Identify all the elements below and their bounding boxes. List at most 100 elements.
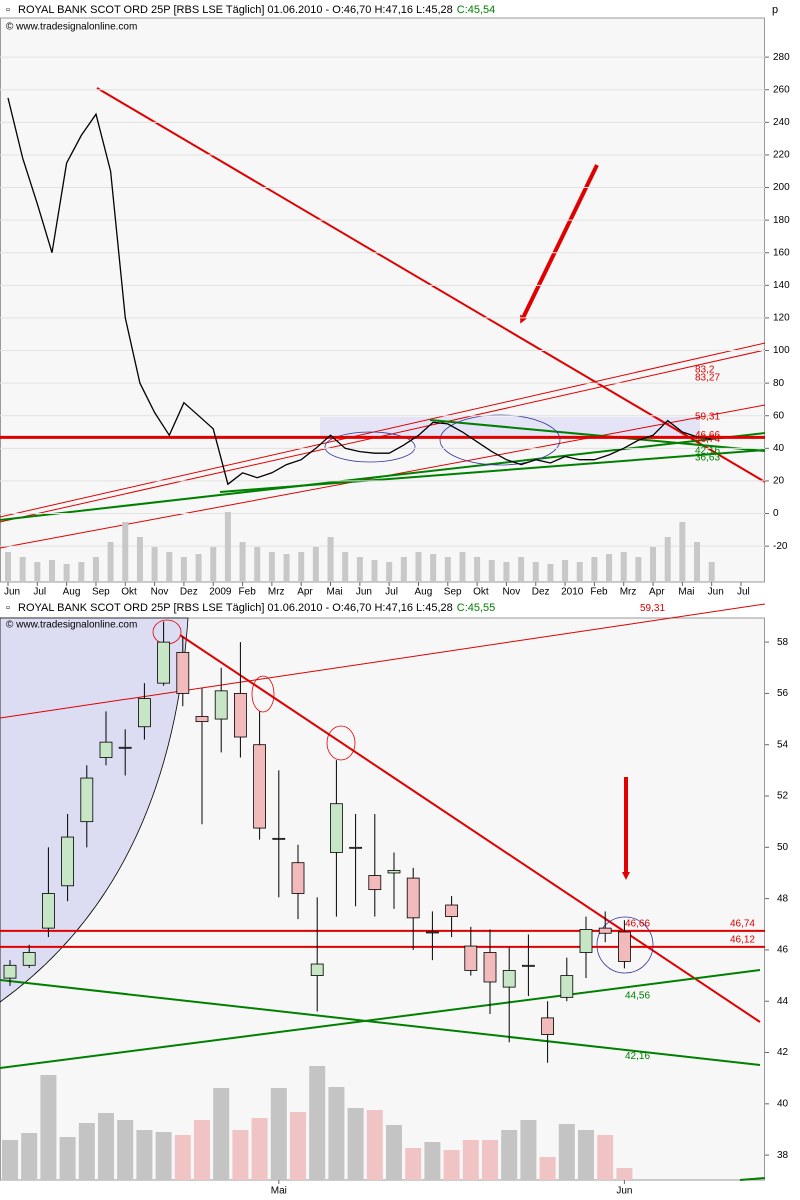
y-tick-label: 200	[773, 182, 790, 193]
x-tick-label: Jul	[385, 587, 398, 598]
source: © www.tradesignalonline.com	[6, 22, 137, 33]
candle-body	[291, 862, 305, 894]
y-tick-label: 100	[773, 345, 790, 356]
candle-body	[445, 904, 459, 917]
trendline	[219, 449, 766, 493]
ellipse	[251, 675, 275, 713]
x-tick-label: Aug	[414, 587, 432, 598]
volume-bar	[386, 1125, 402, 1180]
close-label: C:45,54	[457, 4, 496, 16]
chart-title: ROYAL BANK SCOT ORD 25P [RBS LSE Täglich…	[18, 4, 453, 16]
candle-body	[502, 970, 516, 988]
candle-body	[118, 746, 132, 749]
x-tick-label: Mai	[271, 1186, 287, 1197]
x-tick-label: Okt	[473, 587, 489, 598]
volume-bar	[63, 564, 70, 582]
candle-body	[368, 875, 382, 891]
x-tick-label: Jun	[356, 587, 372, 598]
volume-bar	[5, 552, 11, 582]
volume-bar	[576, 562, 583, 582]
volume-bar	[664, 537, 671, 582]
annotation: 83,2	[695, 365, 715, 376]
volume-bar	[430, 554, 437, 582]
trendline	[0, 432, 766, 521]
x-tick-label: Jun	[4, 587, 20, 598]
x-tick-label: Mai	[327, 587, 343, 598]
candle-body	[522, 964, 535, 967]
candle-body	[349, 846, 363, 849]
volume-bar	[283, 554, 290, 582]
volume-bar	[270, 1088, 287, 1180]
x-tick-label: Aug	[63, 587, 81, 598]
volume-bar	[21, 1133, 38, 1180]
y-tick-label: 52	[777, 791, 789, 802]
unit: p	[772, 4, 778, 16]
y-tick-label: 60	[773, 410, 785, 421]
volume-bar	[122, 522, 129, 582]
volume-bar	[518, 557, 525, 582]
bottom-trendlines	[0, 603, 766, 1181]
y-tick-label: 56	[777, 688, 789, 699]
volume-bar	[290, 1112, 306, 1180]
candle-body	[195, 716, 209, 723]
volume-bar	[708, 562, 715, 582]
volume-bar	[415, 552, 422, 582]
x-tick-label: Sep	[92, 587, 110, 598]
y-tick-label: 180	[773, 215, 790, 226]
volume-bar	[342, 552, 349, 582]
x-tick-label: Okt	[121, 587, 137, 598]
y-tick-label: 54	[777, 739, 789, 750]
volume-bar	[459, 552, 466, 582]
volume-bar	[547, 564, 554, 582]
candle-body	[272, 837, 286, 840]
candle-body	[157, 641, 171, 684]
volume-bar	[136, 1130, 153, 1180]
volume-bar	[224, 512, 231, 582]
ellipse	[324, 431, 416, 463]
annotation: 46,66	[625, 919, 650, 930]
volume-bar	[474, 557, 481, 582]
annotation: 42,16	[625, 1051, 650, 1062]
volume-bar	[327, 537, 334, 582]
x-tick-label: Apr	[649, 587, 665, 598]
candle-body	[3, 964, 17, 979]
title-prefix: ▫	[6, 4, 10, 16]
x-tick-label: Jun	[708, 587, 724, 598]
volume-bar	[59, 1137, 76, 1180]
x-tick-label: 2010	[561, 587, 584, 598]
x-tick-label: Feb	[590, 587, 608, 598]
volume-bar	[117, 1120, 134, 1180]
volume-bar	[136, 537, 143, 582]
volume-bar	[312, 547, 319, 582]
y-tick-label: 48	[777, 893, 789, 904]
y-tick-label: 58	[777, 637, 789, 648]
y-tick-label: 20	[773, 476, 785, 487]
candle-body	[310, 963, 324, 976]
candle-body	[99, 741, 113, 758]
candle-body	[233, 693, 247, 738]
x-tick-label: Jul	[33, 587, 46, 598]
reference-label: 46,12	[730, 934, 755, 945]
volume-bar	[356, 557, 363, 582]
arrow	[520, 164, 599, 324]
annotation: 44,56	[625, 990, 650, 1001]
annotation: 59,31	[640, 603, 665, 614]
candle-body	[598, 927, 612, 934]
y-tick-label: -20	[773, 541, 788, 552]
x-tick-label: Nov	[502, 587, 520, 598]
chart-title: ROYAL BANK SCOT ORD 25P [RBS LSE Täglich…	[18, 602, 453, 614]
x-tick-label: 2009	[209, 587, 232, 598]
volume-bar	[180, 557, 187, 582]
volume-bar	[371, 560, 378, 582]
ellipse	[326, 725, 356, 761]
volume-bar	[620, 552, 627, 582]
candle-body	[176, 651, 190, 694]
candle-body	[425, 931, 439, 934]
source: © www.tradesignalonline.com	[6, 620, 137, 631]
volume-bar	[194, 1120, 210, 1180]
trendline	[429, 419, 766, 452]
volume-bar	[405, 1148, 422, 1180]
volume-bar	[195, 554, 202, 582]
trendline	[0, 603, 766, 719]
